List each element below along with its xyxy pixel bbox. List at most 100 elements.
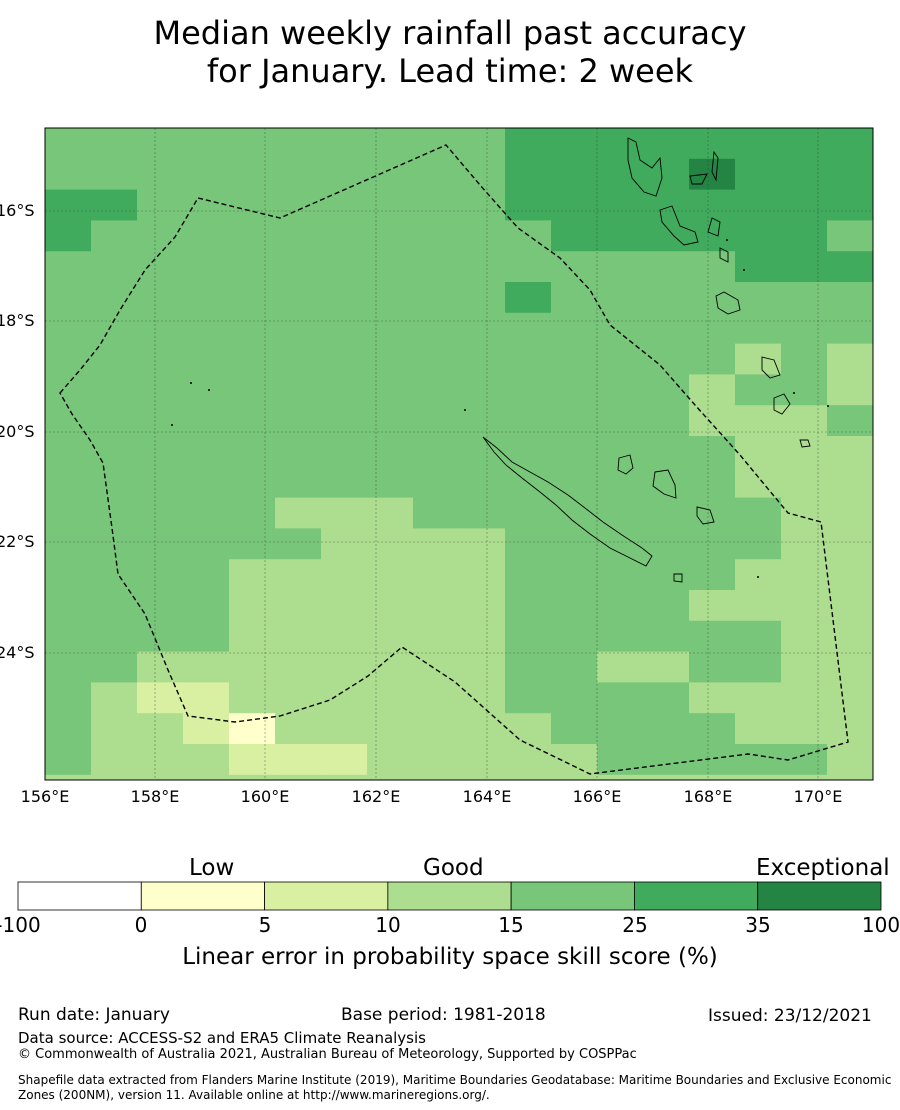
grid-cell: [827, 682, 874, 714]
grid-cell: [229, 436, 276, 468]
coastline: [659, 205, 699, 246]
grid-cell: [551, 128, 598, 160]
grid-cell: [689, 651, 736, 683]
small-island: [757, 576, 759, 578]
grid-cell: [229, 713, 276, 745]
grid-cell: [689, 282, 736, 314]
grid-cell: [827, 343, 874, 375]
grid-cell: [643, 497, 690, 529]
grid-cell: [137, 158, 184, 191]
coastline: [773, 393, 791, 415]
grid-cell: [781, 128, 828, 160]
grid-cell: [367, 682, 414, 714]
grid-cell: [781, 620, 828, 653]
category-low: Low: [189, 855, 235, 881]
grid-cell: [643, 282, 690, 314]
grid-cell: [275, 651, 322, 683]
colorbar-segment: [387, 881, 512, 911]
grid-cell: [367, 559, 414, 591]
grid-cell: [551, 312, 598, 345]
grid-cell: [781, 651, 828, 683]
grid-cell: [781, 528, 828, 560]
grid-cell: [827, 590, 874, 622]
grid-cell: [229, 158, 276, 191]
grid-cell: [505, 497, 552, 529]
grid-cell: [735, 158, 782, 191]
chart-title: Median weekly rainfall past accuracy for…: [0, 14, 900, 90]
grid-cell: [45, 343, 92, 375]
grid-cell: [735, 497, 782, 529]
graticule: [45, 128, 873, 780]
grid-cell: [275, 436, 322, 468]
grid-cell: [45, 374, 92, 406]
grid-cell: [735, 466, 782, 499]
grid-cell: [459, 312, 506, 345]
lon-tick-166e: 166°E: [572, 787, 622, 806]
grid-cell: [781, 189, 828, 221]
grid-cell: [781, 559, 828, 591]
grid-cell: [91, 189, 138, 221]
grid-cell: [137, 497, 184, 529]
grid-cell: [735, 436, 782, 468]
coastline: [761, 356, 781, 379]
grid-cell: [275, 744, 322, 776]
grid-cell: [735, 744, 782, 776]
grid-cell: [413, 282, 460, 314]
grid-cell: [643, 713, 690, 745]
grid-cell: [229, 189, 276, 221]
category-good: Good: [423, 855, 484, 881]
grid-cell: [91, 528, 138, 560]
grid-cell: [183, 343, 230, 375]
grid-cell: [827, 744, 874, 776]
grid-cell: [505, 374, 552, 406]
grid-cell: [551, 466, 598, 499]
grid-cell: [413, 405, 460, 437]
grid-cell: [137, 436, 184, 468]
grid-cell: [505, 343, 552, 375]
grid-cell: [551, 436, 598, 468]
category-exceptional: Exceptional: [756, 855, 890, 881]
grid-cell: [45, 251, 92, 283]
grid-cell: [597, 713, 644, 745]
grid-cell: [321, 312, 368, 345]
grid-cell: [643, 744, 690, 776]
colorbar-segment: [510, 881, 635, 911]
grid-cell: [45, 590, 92, 622]
grid-cell: [643, 466, 690, 499]
grid-cell: [551, 651, 598, 683]
lat-tick-22s: 22°S: [0, 532, 35, 551]
grid-cell: [275, 466, 322, 499]
grid-cell: [689, 158, 736, 191]
coastline: [689, 173, 708, 185]
grid-cell: [827, 713, 874, 745]
grid-cell: [781, 343, 828, 375]
grid-cell: [45, 436, 92, 468]
grid-cell: [183, 528, 230, 560]
grid-cell: [551, 620, 598, 653]
grid-cell: [459, 158, 506, 191]
grid-cell: [367, 466, 414, 499]
grid-cell: [551, 744, 598, 776]
grid-cell: [827, 528, 874, 560]
grid-cell: [367, 189, 414, 221]
grid-cell: [137, 189, 184, 221]
grid-cell: [413, 682, 460, 714]
grid-cell: [781, 374, 828, 406]
grid-cell: [505, 528, 552, 560]
grid-cell: [597, 497, 644, 529]
grid-cell: [505, 282, 552, 314]
grid-cell: [91, 220, 138, 252]
grid-cell: [689, 436, 736, 468]
coastline: [617, 454, 634, 475]
grid-cell: [413, 466, 460, 499]
grid-cell: [735, 405, 782, 437]
grid-cell: [597, 282, 644, 314]
grid-cell: [643, 189, 690, 221]
grid-cell: [321, 528, 368, 560]
grid-cell: [137, 774, 184, 781]
grid-cell: [459, 651, 506, 683]
grid-cell: [45, 682, 92, 714]
grid-cell: [735, 189, 782, 221]
cb-tick-1: 0: [134, 913, 148, 937]
grid-cell: [781, 590, 828, 622]
